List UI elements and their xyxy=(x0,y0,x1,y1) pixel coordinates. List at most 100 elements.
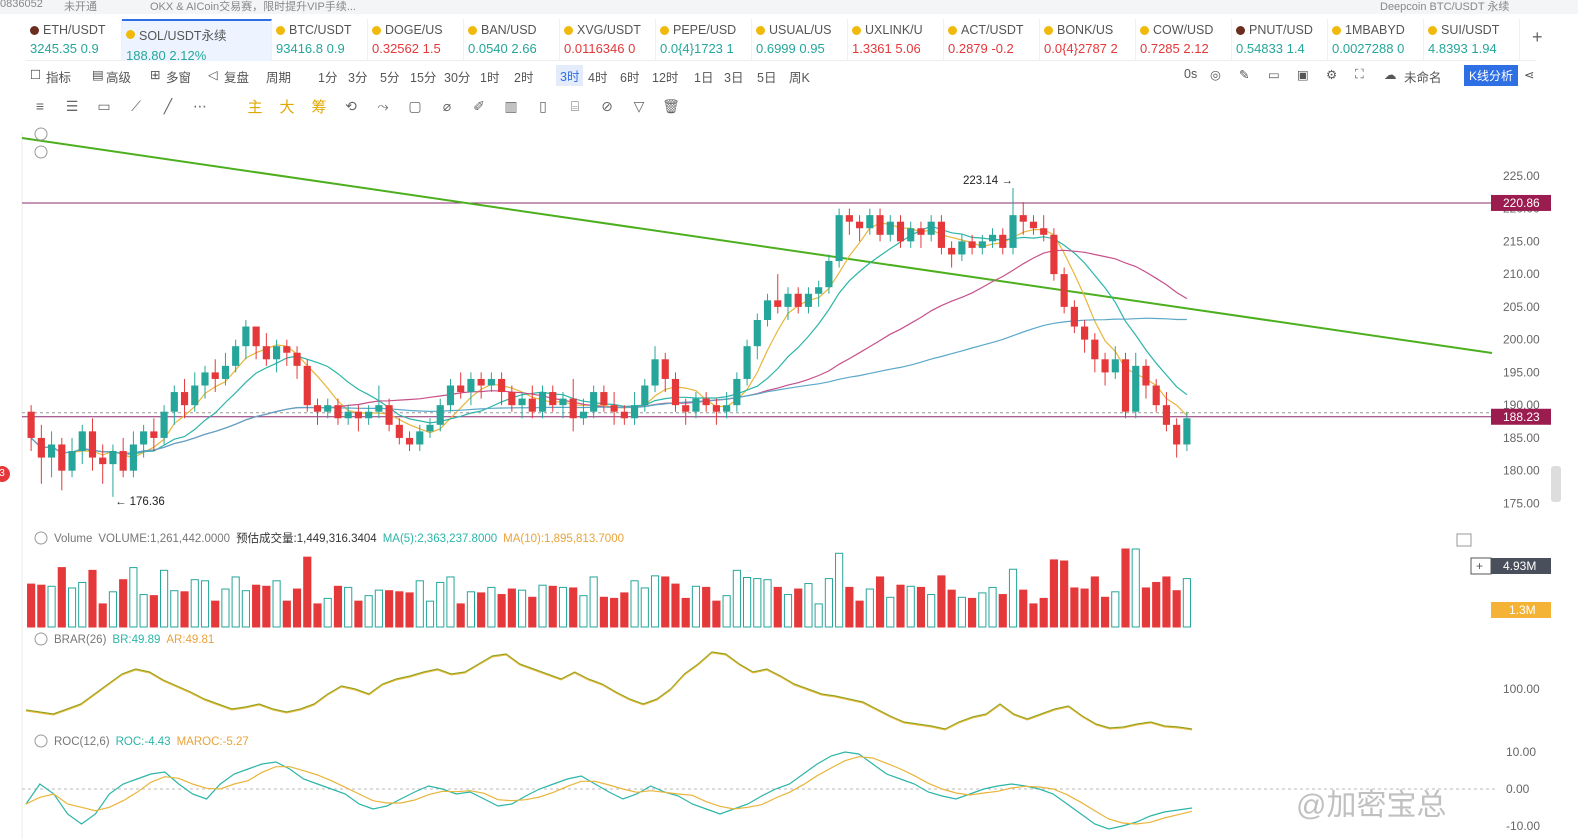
ticker-0[interactable]: ETH/USDT 3245.35 0.9 xyxy=(26,19,122,61)
chip-icon[interactable]: 筹 xyxy=(311,98,327,116)
ticker-13[interactable]: 1MBABYD 0.0027288 0 xyxy=(1328,19,1424,61)
add-ticker-icon[interactable]: + xyxy=(1532,27,1543,47)
sidebar-toggle[interactable] xyxy=(1551,466,1561,502)
notification-badge[interactable]: 3 xyxy=(0,466,10,482)
lock-icon[interactable]: ▯ xyxy=(539,97,547,114)
gear-icon[interactable]: ⚙ xyxy=(1326,68,1338,82)
rect-icon[interactable]: ▭ xyxy=(97,97,111,114)
line-icon[interactable]: ╱ xyxy=(163,97,173,114)
search-input[interactable]: Deepcoin BTC/USDT 永续 xyxy=(1380,1,1510,13)
toolbar-item-7[interactable]: 5分 xyxy=(380,71,400,85)
ticker-price: 0.32562 xyxy=(372,41,419,56)
ticker-8[interactable]: UXLINK/U 1.3361 5.06 xyxy=(848,19,944,61)
cloud-icon[interactable]: ☁ xyxy=(1384,68,1397,82)
ticker-7[interactable]: USUAL/US 0.6999 0.95 xyxy=(752,19,848,61)
toolbar-item-4[interactable]: 周期 xyxy=(266,71,292,85)
ticker-14[interactable]: SUI/USDT 4.8393 1.94 xyxy=(1424,19,1520,61)
filter-icon[interactable]: ▽ xyxy=(633,97,645,114)
copy-icon[interactable]: ▢ xyxy=(408,97,422,114)
watermark: @加密宝总 xyxy=(1296,789,1447,822)
main-indicator-icon[interactable]: 主 xyxy=(247,98,263,116)
toolbar-item-1[interactable]: 高级 xyxy=(106,71,132,85)
fullscreen-icon[interactable]: ⛶ xyxy=(1355,67,1364,81)
camera-icon[interactable]: ◎ xyxy=(1210,68,1221,82)
volume-bar xyxy=(282,600,291,628)
toolbar-item-12[interactable]: 3时 xyxy=(556,65,584,86)
toolbar-item-15[interactable]: 12时 xyxy=(652,71,679,85)
compare-icon[interactable]: ▥ xyxy=(504,97,518,114)
toolbar-item-10[interactable]: 1时 xyxy=(480,71,500,85)
toolbar-item-18[interactable]: 5日 xyxy=(757,71,777,85)
toolbar-item-17[interactable]: 3日 xyxy=(724,71,744,85)
toolbar-item-6[interactable]: 3分 xyxy=(348,71,368,85)
ticker-5[interactable]: XVG/USDT 0.0116346 0 xyxy=(560,19,656,61)
trash-icon[interactable]: 🗑 xyxy=(662,97,680,114)
volume-bar xyxy=(702,586,711,628)
multiwin-icon[interactable]: ⊞ xyxy=(150,68,161,82)
kline-analysis-button[interactable]: K线分析 xyxy=(1464,65,1519,86)
candle xyxy=(978,241,986,248)
candle xyxy=(180,392,189,406)
ticker-11[interactable]: COW/USD 0.7285 2.12 xyxy=(1136,19,1232,61)
toolbar-item-5[interactable]: 1分 xyxy=(318,71,338,85)
lines-icon[interactable]: ☰ xyxy=(65,97,79,114)
large-order-icon[interactable]: 大 xyxy=(279,98,295,116)
ticker-1[interactable]: SOL/USDT永续 188.80 2.12% xyxy=(122,19,272,61)
volume-bar xyxy=(773,586,782,628)
ticker-6[interactable]: PEPE/USD 0.0{4}1723 1 xyxy=(656,19,752,61)
calc-icon[interactable]: ▣ xyxy=(1297,68,1309,82)
toolbar-item-19[interactable]: 周K xyxy=(789,71,810,85)
candle xyxy=(1173,424,1181,445)
candle xyxy=(630,405,639,419)
ticker-2[interactable]: BTC/USDT 93416.8 0.9 xyxy=(272,19,368,61)
volume-bar xyxy=(1029,603,1038,628)
menu-icon[interactable]: ≡ xyxy=(35,98,45,114)
toolbar-item-2[interactable]: 多窗 xyxy=(166,71,192,85)
volume-bar xyxy=(395,591,404,628)
volume-bar xyxy=(1019,589,1028,628)
ticker-12[interactable]: PNUT/USD 0.54833 1.4 xyxy=(1232,19,1328,61)
toolbar-item-8[interactable]: 15分 xyxy=(410,71,437,85)
path-icon[interactable]: ⤳ xyxy=(377,97,389,114)
candle xyxy=(1050,234,1058,275)
last-price: 188.23 xyxy=(1503,410,1540,424)
roc-label: ROC(12,6) xyxy=(54,736,110,748)
magnet-icon[interactable]: ⊘ xyxy=(601,97,613,114)
ruler-icon[interactable]: ⟋ xyxy=(131,97,141,114)
toolbar-item-16[interactable]: 1日 xyxy=(694,71,714,85)
volume-bar xyxy=(620,592,629,628)
toolbar-item-11[interactable]: 2时 xyxy=(514,71,534,85)
coin-icon xyxy=(126,30,135,39)
kline-chart[interactable]: 225.00220.00215.00210.00205.00200.00195.… xyxy=(0,124,1578,839)
candle xyxy=(743,346,751,379)
ticker-3[interactable]: DOGE/US 0.32562 1.5 xyxy=(368,19,464,61)
more-icon[interactable]: ⋯ xyxy=(193,97,207,114)
notice-text[interactable]: OKX & AICoin交易赛，限时提升VIP手续... xyxy=(150,1,356,13)
toolbar-item-3[interactable]: 复盘 xyxy=(224,71,250,85)
measure-icon[interactable]: ⌀ xyxy=(442,97,452,114)
ticker-9[interactable]: ACT/USDT 0.2879 -0.2 xyxy=(944,19,1040,61)
toolbar-item-14[interactable]: 6时 xyxy=(620,71,640,85)
account-status[interactable]: 未开通 xyxy=(64,1,97,13)
replay-icon[interactable]: ◁ xyxy=(208,68,218,82)
brush-icon[interactable]: ✐ xyxy=(473,97,485,114)
sync-icon[interactable]: ⟲ xyxy=(345,97,357,114)
volume-bar xyxy=(978,592,987,628)
ticker-4[interactable]: BAN/USD 0.0540 2.66 xyxy=(464,19,560,61)
advanced-icon[interactable]: ▤ xyxy=(92,68,104,82)
share-icon[interactable]: ⋖ xyxy=(1524,68,1535,82)
ticker-10[interactable]: BONK/US 0.0{4}2787 2 xyxy=(1040,19,1136,61)
layout-name[interactable]: 未命名 xyxy=(1404,71,1442,85)
candle xyxy=(78,431,86,452)
low-label: ← 176.36 xyxy=(115,496,165,508)
volume-bar xyxy=(794,588,803,628)
candle xyxy=(303,365,311,406)
note-icon[interactable]: ⌸ xyxy=(570,97,580,114)
pen-icon[interactable]: ✎ xyxy=(1239,68,1250,82)
toolbar-item-13[interactable]: 4时 xyxy=(588,71,608,85)
indicator-icon[interactable]: ☐ xyxy=(30,68,42,82)
candle xyxy=(1183,418,1191,445)
toolbar-item-9[interactable]: 30分 xyxy=(444,71,471,85)
toolbar-item-0[interactable]: 指标 xyxy=(46,71,72,85)
chat-icon[interactable]: ▭ xyxy=(1268,68,1280,82)
